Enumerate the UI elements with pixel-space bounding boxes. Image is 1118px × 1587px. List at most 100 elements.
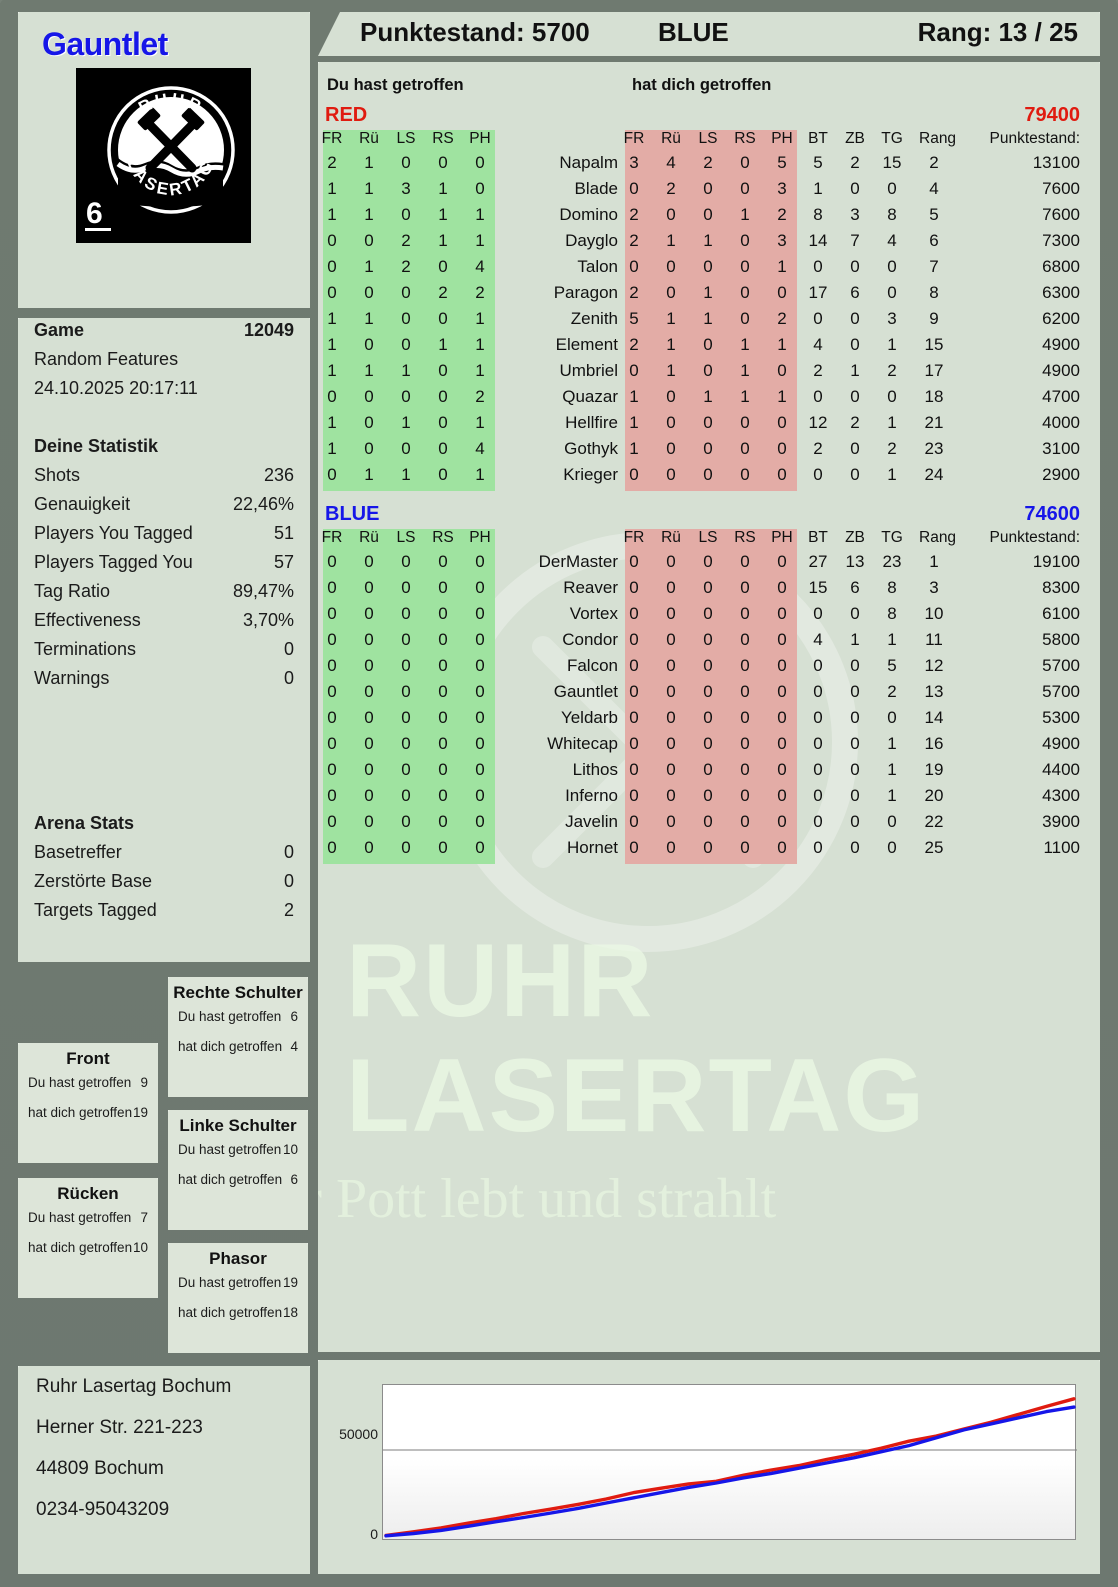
you-tagged-value: 0 bbox=[391, 734, 421, 754]
zb-value: 0 bbox=[840, 656, 870, 676]
table-row[interactable]: 10101Hellfire100001221214000 bbox=[318, 413, 1100, 439]
rang-value: 4 bbox=[919, 179, 949, 199]
watermark-line-2: LASERTAG bbox=[346, 1037, 926, 1156]
spacer bbox=[18, 724, 310, 753]
table-row[interactable]: 01101Krieger00000001242900 bbox=[318, 465, 1100, 491]
hitbox-them-line: hat dich getroffen 18 bbox=[168, 1299, 308, 1329]
you-tagged-value: 0 bbox=[354, 838, 384, 858]
col-head-right-LS: LS bbox=[693, 529, 723, 547]
game-id-value: 12049 bbox=[244, 320, 294, 341]
you-tagged-value: 0 bbox=[428, 838, 458, 858]
tagged-you-value: 0 bbox=[730, 760, 760, 780]
tagged-you-value: 0 bbox=[730, 838, 760, 858]
table-row[interactable]: 00000Yeldarb00000000145300 bbox=[318, 708, 1100, 734]
you-tagged-value: 0 bbox=[391, 604, 421, 624]
spacer bbox=[18, 405, 310, 434]
col-head-left-PH: PH bbox=[465, 130, 495, 148]
table-row[interactable]: 00000Vortex00000008106100 bbox=[318, 604, 1100, 630]
tagged-you-value: 1 bbox=[619, 439, 649, 459]
team-label: RED bbox=[325, 104, 367, 127]
table-row[interactable]: 01204Talon0000100076800 bbox=[318, 257, 1100, 283]
stat-label: Shots bbox=[34, 465, 80, 486]
tagged-you-value: 1 bbox=[730, 205, 760, 225]
tagged-you-value: 0 bbox=[619, 786, 649, 806]
zb-value: 0 bbox=[840, 760, 870, 780]
col-head-left-LS: LS bbox=[391, 130, 421, 148]
table-row[interactable]: 00022Paragon20100176086300 bbox=[318, 283, 1100, 309]
stat-label: Terminations bbox=[34, 639, 136, 660]
tagged-you-value: 0 bbox=[656, 656, 686, 676]
you-tagged-value: 1 bbox=[354, 361, 384, 381]
tagged-you-value: 0 bbox=[693, 413, 723, 433]
table-row[interactable]: 00000DerMaster00000271323119100 bbox=[318, 552, 1100, 578]
arena-stat-label: Targets Tagged bbox=[34, 900, 157, 921]
logo-badge-number: 6 bbox=[86, 197, 103, 230]
bt-value: 4 bbox=[803, 335, 833, 355]
you-tagged-value: 0 bbox=[354, 812, 384, 832]
tagged-you-value: 0 bbox=[693, 656, 723, 676]
player-name: Paragon bbox=[468, 283, 618, 303]
stat-label: Genauigkeit bbox=[34, 494, 130, 515]
col-head-punktestand: Punktestand: bbox=[960, 130, 1080, 148]
table-row[interactable]: 00000Falcon00000005125700 bbox=[318, 656, 1100, 682]
tagged-you-value: 2 bbox=[619, 231, 649, 251]
table-row[interactable]: 00000Hornet00000000251100 bbox=[318, 838, 1100, 864]
tagged-you-value: 1 bbox=[656, 231, 686, 251]
bt-value: 1 bbox=[803, 179, 833, 199]
tagged-you-value: 0 bbox=[656, 552, 686, 572]
tagged-you-value: 0 bbox=[730, 552, 760, 572]
you-tagged-value: 0 bbox=[428, 439, 458, 459]
tagged-you-value: 1 bbox=[730, 387, 760, 407]
table-row[interactable]: 11310Blade0200310047600 bbox=[318, 179, 1100, 205]
you-tagged-value: 1 bbox=[318, 439, 347, 459]
tagged-you-value: 0 bbox=[656, 604, 686, 624]
table-row[interactable]: 00211Dayglo21103147467300 bbox=[318, 231, 1100, 257]
tagged-you-value: 1 bbox=[767, 335, 797, 355]
tagged-you-value: 0 bbox=[656, 257, 686, 277]
address-line: 0234-95043209 bbox=[18, 1489, 310, 1530]
table-row[interactable]: 21000Napalm342055215213100 bbox=[318, 153, 1100, 179]
table-row[interactable]: 00000Condor00000411115800 bbox=[318, 630, 1100, 656]
table-row[interactable]: 00000Lithos00000001194400 bbox=[318, 760, 1100, 786]
table-row[interactable]: 00002Quazar10111000184700 bbox=[318, 387, 1100, 413]
you-tagged-value: 0 bbox=[318, 604, 347, 624]
tg-value: 8 bbox=[877, 205, 907, 225]
rang-value: 7 bbox=[919, 257, 949, 277]
table-row[interactable]: 00000Reaver00000156838300 bbox=[318, 578, 1100, 604]
table-row[interactable]: 10011Element21011401154900 bbox=[318, 335, 1100, 361]
you-tagged-value: 2 bbox=[391, 231, 421, 251]
tagged-you-value: 0 bbox=[693, 812, 723, 832]
address-line: Ruhr Lasertag Bochum bbox=[18, 1366, 310, 1407]
hitbox-them-value: 18 bbox=[283, 1305, 298, 1320]
you-tagged-value: 0 bbox=[391, 283, 421, 303]
tagged-you-value: 0 bbox=[693, 682, 723, 702]
tg-value: 8 bbox=[877, 604, 907, 624]
you-tagged-value: 1 bbox=[354, 205, 384, 225]
table-row[interactable]: 11101Umbriel01010212174900 bbox=[318, 361, 1100, 387]
arena-stat-value: 0 bbox=[284, 871, 294, 892]
tagged-you-value: 0 bbox=[693, 257, 723, 277]
table-row[interactable]: 11011Domino2001283857600 bbox=[318, 205, 1100, 231]
rang-value: 1 bbox=[919, 552, 949, 572]
player-score: 8300 bbox=[960, 578, 1080, 598]
table-row[interactable]: 00000Gauntlet00000002135700 bbox=[318, 682, 1100, 708]
table-row[interactable]: 00000Whitecap00000001164900 bbox=[318, 734, 1100, 760]
zb-value: 1 bbox=[840, 630, 870, 650]
stat-label: Effectiveness bbox=[34, 610, 141, 631]
you-tagged-value: 0 bbox=[318, 231, 347, 251]
arena-stats-title: Arena Stats bbox=[34, 813, 134, 834]
player-name: DerMaster bbox=[468, 552, 618, 572]
table-row[interactable]: 00000Javelin00000000223900 bbox=[318, 812, 1100, 838]
hitbox-you-value: 10 bbox=[283, 1142, 298, 1157]
tagged-you-value: 3 bbox=[767, 179, 797, 199]
player-name: Hornet bbox=[468, 838, 618, 858]
watermark-line-1: RUHR bbox=[346, 922, 654, 1041]
table-row[interactable]: 10004Gothyk10000202233100 bbox=[318, 439, 1100, 465]
you-tagged-value: 0 bbox=[318, 812, 347, 832]
tagged-you-value: 0 bbox=[730, 786, 760, 806]
you-tagged-value: 1 bbox=[391, 465, 421, 485]
table-row[interactable]: 00000Inferno00000001204300 bbox=[318, 786, 1100, 812]
player-name: Domino bbox=[468, 205, 618, 225]
hitbox-title: Rechte Schulter bbox=[168, 977, 308, 1003]
table-row[interactable]: 11001Zenith5110200396200 bbox=[318, 309, 1100, 335]
